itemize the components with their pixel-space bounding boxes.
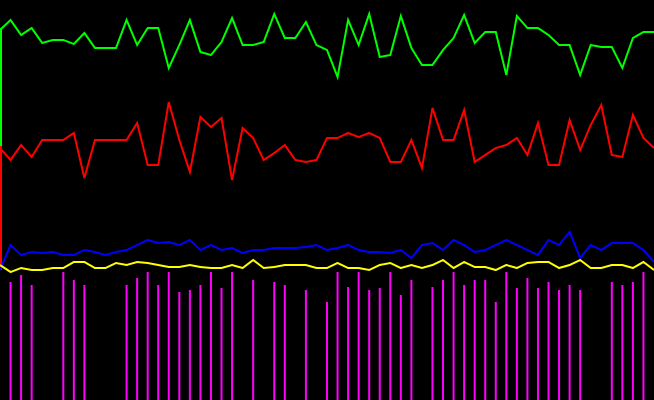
line-series <box>0 10 654 81</box>
line-series <box>0 230 654 271</box>
line-series <box>0 101 654 181</box>
line-series <box>0 258 654 274</box>
